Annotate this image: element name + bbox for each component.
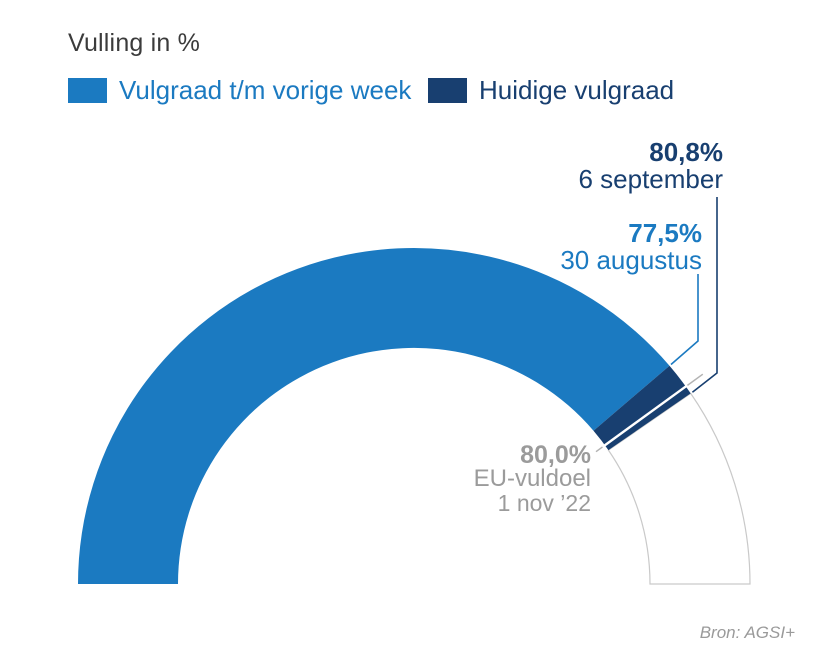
annotation-target-value: 80,0% [520, 441, 591, 469]
gauge-filled-arc-current [593, 365, 691, 451]
gauge-filled-arc-previous-week [78, 248, 670, 584]
annotation-eu-target: 80,0% EU-vuldoel 1 nov ’22 [473, 441, 591, 516]
chart-title: Vulling in % [68, 29, 201, 57]
annotation-previous-date: 30 augustus [560, 245, 702, 275]
legend-item-current: Huidige vulgraad [428, 74, 674, 106]
leader-line-current [691, 197, 718, 393]
legend-label-previous-week: Vulgraad t/m vorige week [119, 74, 412, 105]
annotation-target-name: EU-vuldoel [473, 465, 591, 492]
legend-label-current: Huidige vulgraad [479, 74, 675, 105]
gauge-remainder-arc [607, 392, 751, 585]
source-attribution: Bron: AGSI+ [699, 623, 795, 642]
legend-item-previous-week: Vulgraad t/m vorige week [68, 74, 411, 106]
annotation-current: 80,8% 6 september [578, 139, 723, 193]
annotation-current-value: 80,8% [649, 137, 723, 167]
eu-target-marker-line-inband [601, 384, 689, 448]
leader-line-previous-week [670, 274, 699, 366]
legend: Vulgraad t/m vorige week Huidige vulgraa… [0, 74, 830, 106]
annotation-current-date: 6 september [578, 164, 723, 194]
annotation-previous-value: 77,5% [628, 218, 702, 248]
legend-swatch-previous-week [68, 77, 107, 103]
legend-swatch-current [428, 77, 467, 103]
annotation-target-date: 1 nov ’22 [497, 490, 591, 516]
annotation-previous-week: 77,5% 30 augustus [560, 220, 702, 274]
